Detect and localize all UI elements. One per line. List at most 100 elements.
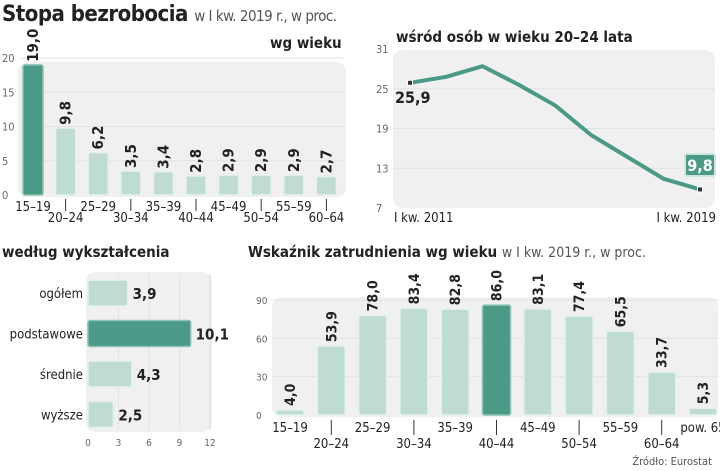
- data-label: 10,1: [196, 326, 229, 344]
- y-tick-label: 25: [376, 83, 389, 96]
- x-tick-label: 60–64: [309, 211, 345, 226]
- x-tick-label: 20–24: [48, 211, 84, 226]
- bar: [316, 345, 347, 416]
- data-label: 65,5: [613, 296, 629, 327]
- x-tick-label: 45–49: [520, 421, 556, 436]
- x-tick-label: 30–34: [113, 211, 149, 226]
- source-note: Źródło: Eurostat: [632, 455, 712, 468]
- x-tick-label: 3: [116, 438, 122, 449]
- data-label: 2,9: [285, 148, 303, 172]
- data-label: 4,0: [283, 383, 299, 406]
- y-tick-label: 7: [376, 202, 382, 215]
- bar: [399, 307, 429, 416]
- end-label: 9,8: [687, 156, 713, 175]
- bar: [87, 151, 109, 196]
- x-tick-label: 55–59: [603, 421, 639, 436]
- main-subtitle: w I kw. 2019 r., w proc.: [194, 7, 337, 25]
- data-label: 33,7: [655, 337, 671, 368]
- bar: [315, 175, 338, 196]
- y-tick-label: 90: [256, 296, 268, 307]
- x-tick-label: 9: [177, 438, 183, 449]
- data-label: 86,0: [490, 270, 506, 301]
- x-tick-label: 60–64: [644, 437, 680, 452]
- data-label: 78,0: [366, 280, 382, 311]
- data-label: 4,3: [137, 366, 161, 384]
- data-label: 77,4: [572, 281, 588, 312]
- category-label: średnie: [40, 368, 83, 383]
- x-tick-label: 15–19: [272, 421, 308, 436]
- x-tick-label: 12: [204, 438, 215, 449]
- bar: [357, 314, 388, 416]
- x-tick-label: 40–44: [479, 437, 515, 452]
- x-tick-label: 25–29: [355, 421, 391, 436]
- y-tick-label: 19: [376, 123, 389, 136]
- y-tick-label: 10: [2, 121, 15, 134]
- data-label: 5,3: [696, 382, 712, 404]
- x-tick-label: 15–19: [15, 200, 51, 215]
- y-tick-label: 0: [256, 411, 262, 422]
- data-label: 3,4: [154, 145, 172, 169]
- x-tick-label: 35–39: [146, 200, 182, 215]
- category-label: ogółem: [39, 287, 83, 302]
- data-label: 9,8: [57, 101, 75, 125]
- data-label: 2,9: [220, 148, 238, 172]
- data-label: 19,0: [24, 29, 42, 62]
- y-tick-label: 5: [2, 155, 8, 168]
- y-tick-label: 0: [2, 189, 8, 202]
- x-tick-label: 55–59: [276, 200, 312, 215]
- endpoint-marker: [407, 79, 413, 86]
- x-tick-label: 0: [85, 438, 91, 449]
- bar: [481, 304, 512, 416]
- x-tick-label: 40–44: [178, 211, 214, 226]
- y-tick-label: 30: [256, 373, 268, 384]
- data-label: 3,9: [133, 285, 157, 303]
- bar: [275, 409, 305, 416]
- x-tick-label: 6: [146, 438, 152, 449]
- bar: [22, 64, 44, 196]
- bar: [185, 175, 207, 196]
- bar: [688, 407, 718, 416]
- data-label: 2,5: [118, 407, 142, 425]
- bar: [87, 279, 129, 307]
- bar: [152, 170, 175, 196]
- y-tick-label: 20: [2, 52, 15, 65]
- data-label: 2,7: [317, 150, 335, 174]
- data-label: 83,1: [531, 274, 547, 305]
- y-tick-label: 13: [376, 162, 389, 175]
- y-tick-label: 60: [256, 334, 268, 345]
- data-label: 6,2: [89, 126, 107, 150]
- data-label: 83,4: [407, 273, 423, 304]
- x-tick-label: I kw. 2019: [657, 211, 717, 226]
- main-title: Stopa bezrobocia w I kw. 2019 r., w proc…: [2, 2, 337, 27]
- category-label: podstawowe: [10, 328, 83, 343]
- y-tick-label: 31: [376, 43, 389, 56]
- x-tick-label: 30–34: [396, 437, 432, 452]
- x-tick-label: 50–54: [243, 211, 279, 226]
- bar: [605, 330, 636, 416]
- education-chart-title: według wykształcenia: [2, 243, 170, 261]
- x-tick-label: 35–39: [437, 421, 473, 436]
- age-chart-title: wg wieku: [270, 34, 342, 52]
- data-label: 82,8: [448, 274, 464, 305]
- x-tick-label: 50–54: [561, 437, 597, 452]
- endpoint-marker: [697, 186, 703, 193]
- x-tick-label: pow. 65: [680, 421, 720, 436]
- bar: [523, 308, 553, 416]
- x-tick-label: 20–24: [313, 437, 349, 452]
- employment-chart-title: Wskaźnik zatrudnienia wg wieku w I kw. 2…: [248, 243, 646, 261]
- bar: [440, 308, 470, 416]
- bar: [564, 315, 594, 416]
- category-label: wyższe: [41, 409, 83, 424]
- data-label: 2,9: [252, 148, 270, 172]
- start-label: 25,9: [395, 88, 431, 107]
- data-label: 2,8: [187, 149, 205, 173]
- bar: [87, 400, 115, 429]
- bar: [54, 127, 77, 196]
- data-label: 53,9: [324, 311, 340, 342]
- bar: [120, 170, 142, 196]
- x-tick-label: 45–49: [211, 200, 247, 215]
- x-tick-label: I kw. 2011: [394, 211, 454, 226]
- bar: [250, 174, 272, 196]
- bar: [87, 319, 192, 348]
